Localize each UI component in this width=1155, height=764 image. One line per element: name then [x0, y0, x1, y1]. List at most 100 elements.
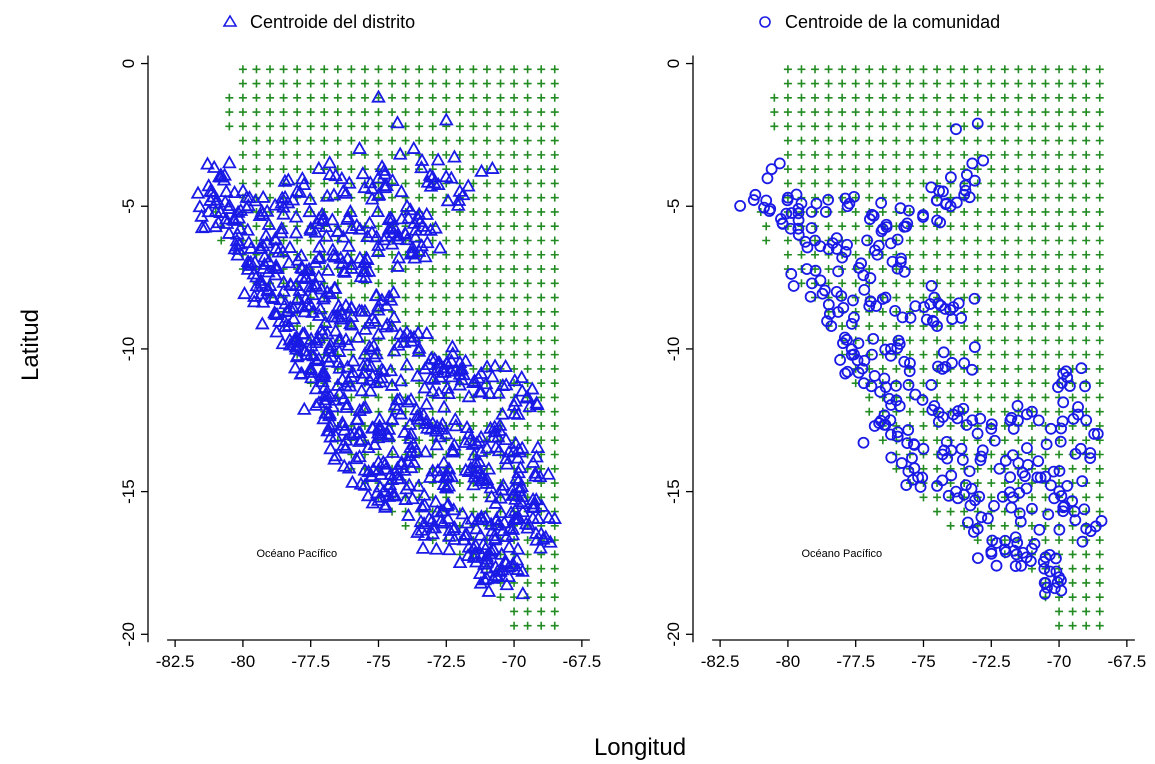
grid-plus-marker — [1014, 250, 1023, 259]
community-centroid-marker — [958, 357, 971, 370]
grid-plus-marker — [537, 293, 546, 302]
grid-plus-marker — [1014, 165, 1023, 174]
grid-plus-marker — [1082, 122, 1091, 131]
grid-plus-marker — [496, 179, 505, 188]
grid-plus-marker — [469, 108, 478, 117]
grid-plus-marker — [266, 136, 275, 145]
grid-plus-marker — [374, 122, 383, 131]
district-centroid-marker — [456, 532, 472, 546]
grid-plus-marker — [523, 108, 532, 117]
grid-plus-marker — [1041, 407, 1050, 416]
x-tick-label: -77.5 — [291, 652, 330, 671]
x-tick-label: -70 — [1047, 652, 1072, 671]
community-centroid-marker — [841, 200, 854, 213]
grid-plus-marker — [1095, 350, 1104, 359]
district-centroid-marker — [407, 250, 423, 264]
grid-plus-marker — [892, 464, 901, 473]
district-centroid-marker — [419, 206, 435, 220]
community-centroid-marker — [1048, 582, 1061, 595]
district-centroid-marker — [510, 406, 526, 420]
district-centroid-marker — [360, 439, 376, 454]
community-centroid-marker — [866, 348, 878, 361]
grid-plus-marker — [1014, 222, 1023, 231]
community-centroid-marker — [1044, 565, 1056, 578]
district-centroid-marker — [491, 443, 507, 457]
grid-plus-marker — [783, 136, 792, 145]
community-centroid-marker — [976, 444, 989, 457]
grid-plus-marker — [865, 136, 874, 145]
grid-plus-marker — [973, 207, 982, 216]
district-centroid-marker — [269, 260, 284, 275]
grid-plus-marker — [388, 136, 397, 145]
grid-plus-marker — [442, 222, 451, 231]
grid-plus-marker — [1082, 193, 1091, 202]
grid-plus-marker — [1000, 108, 1009, 117]
community-centroid-marker — [981, 512, 994, 525]
grid-plus-marker — [510, 279, 519, 288]
community-centroid-marker — [1038, 562, 1051, 575]
grid-plus-marker — [482, 79, 491, 88]
grid-plus-marker — [987, 136, 996, 145]
district-centroid-marker — [343, 299, 359, 314]
district-centroid-marker — [393, 406, 409, 420]
grid-plus-marker — [469, 193, 478, 202]
grid-plus-marker — [933, 136, 942, 145]
district-centroid-marker — [461, 389, 477, 403]
grid-plus-marker — [933, 93, 942, 102]
grid-plus-marker — [333, 65, 342, 74]
district-centroid-marker — [499, 577, 515, 591]
district-centroid-marker — [365, 495, 381, 509]
grid-plus-marker — [1000, 393, 1009, 402]
district-centroid-marker — [429, 437, 445, 451]
district-centroid-marker — [301, 261, 317, 275]
district-centroid-marker — [312, 301, 328, 315]
grid-plus-marker — [905, 108, 914, 117]
district-centroid-marker — [484, 160, 500, 174]
district-centroid-marker — [488, 495, 504, 509]
district-centroid-marker — [385, 444, 401, 458]
district-centroid-marker — [275, 336, 291, 350]
grid-plus-marker — [960, 436, 969, 445]
district-centroid-marker — [200, 156, 215, 170]
grid-plus-marker — [838, 108, 847, 117]
district-centroid-marker — [327, 280, 343, 294]
community-centroid-marker — [916, 471, 929, 484]
grid-plus-marker — [455, 307, 464, 316]
community-centroid-marker — [1009, 531, 1022, 544]
grid-plus-marker — [1000, 479, 1009, 488]
grid-plus-marker — [455, 407, 464, 416]
grid-plus-marker — [537, 250, 546, 259]
grid-plus-marker — [238, 79, 247, 88]
district-centroid-marker — [455, 187, 471, 201]
community-centroid-marker — [1010, 548, 1023, 561]
community-centroid-marker — [1053, 465, 1066, 477]
grid-plus-marker — [523, 621, 532, 630]
grid-plus-marker — [320, 79, 329, 88]
grid-plus-marker — [1095, 393, 1104, 402]
grid-plus-marker — [1027, 108, 1036, 117]
district-centroid-marker — [411, 340, 427, 354]
grid-plus-marker — [1027, 479, 1036, 488]
grid-plus-marker — [550, 364, 559, 373]
district-centroid-marker — [303, 364, 319, 378]
district-centroid-marker — [438, 112, 454, 126]
grid-plus-marker — [1082, 307, 1091, 316]
grid-plus-marker — [905, 250, 914, 259]
grid-plus-marker — [946, 464, 955, 473]
grid-plus-marker — [919, 236, 928, 245]
grid-plus-marker — [537, 621, 546, 630]
community-centroid-marker — [885, 237, 897, 250]
grid-plus-marker — [987, 265, 996, 274]
grid-plus-marker — [987, 79, 996, 88]
community-centroid-marker — [858, 354, 871, 367]
grid-plus-marker — [496, 593, 505, 602]
district-centroid-marker — [362, 215, 378, 229]
grid-plus-marker — [510, 421, 519, 430]
grid-plus-marker — [824, 150, 833, 159]
grid-plus-marker — [987, 279, 996, 288]
district-centroid-marker — [259, 203, 275, 217]
district-centroid-marker — [366, 338, 382, 352]
community-centroid-marker — [894, 202, 907, 215]
grid-plus-marker — [482, 236, 491, 245]
grid-plus-marker — [1027, 250, 1036, 259]
